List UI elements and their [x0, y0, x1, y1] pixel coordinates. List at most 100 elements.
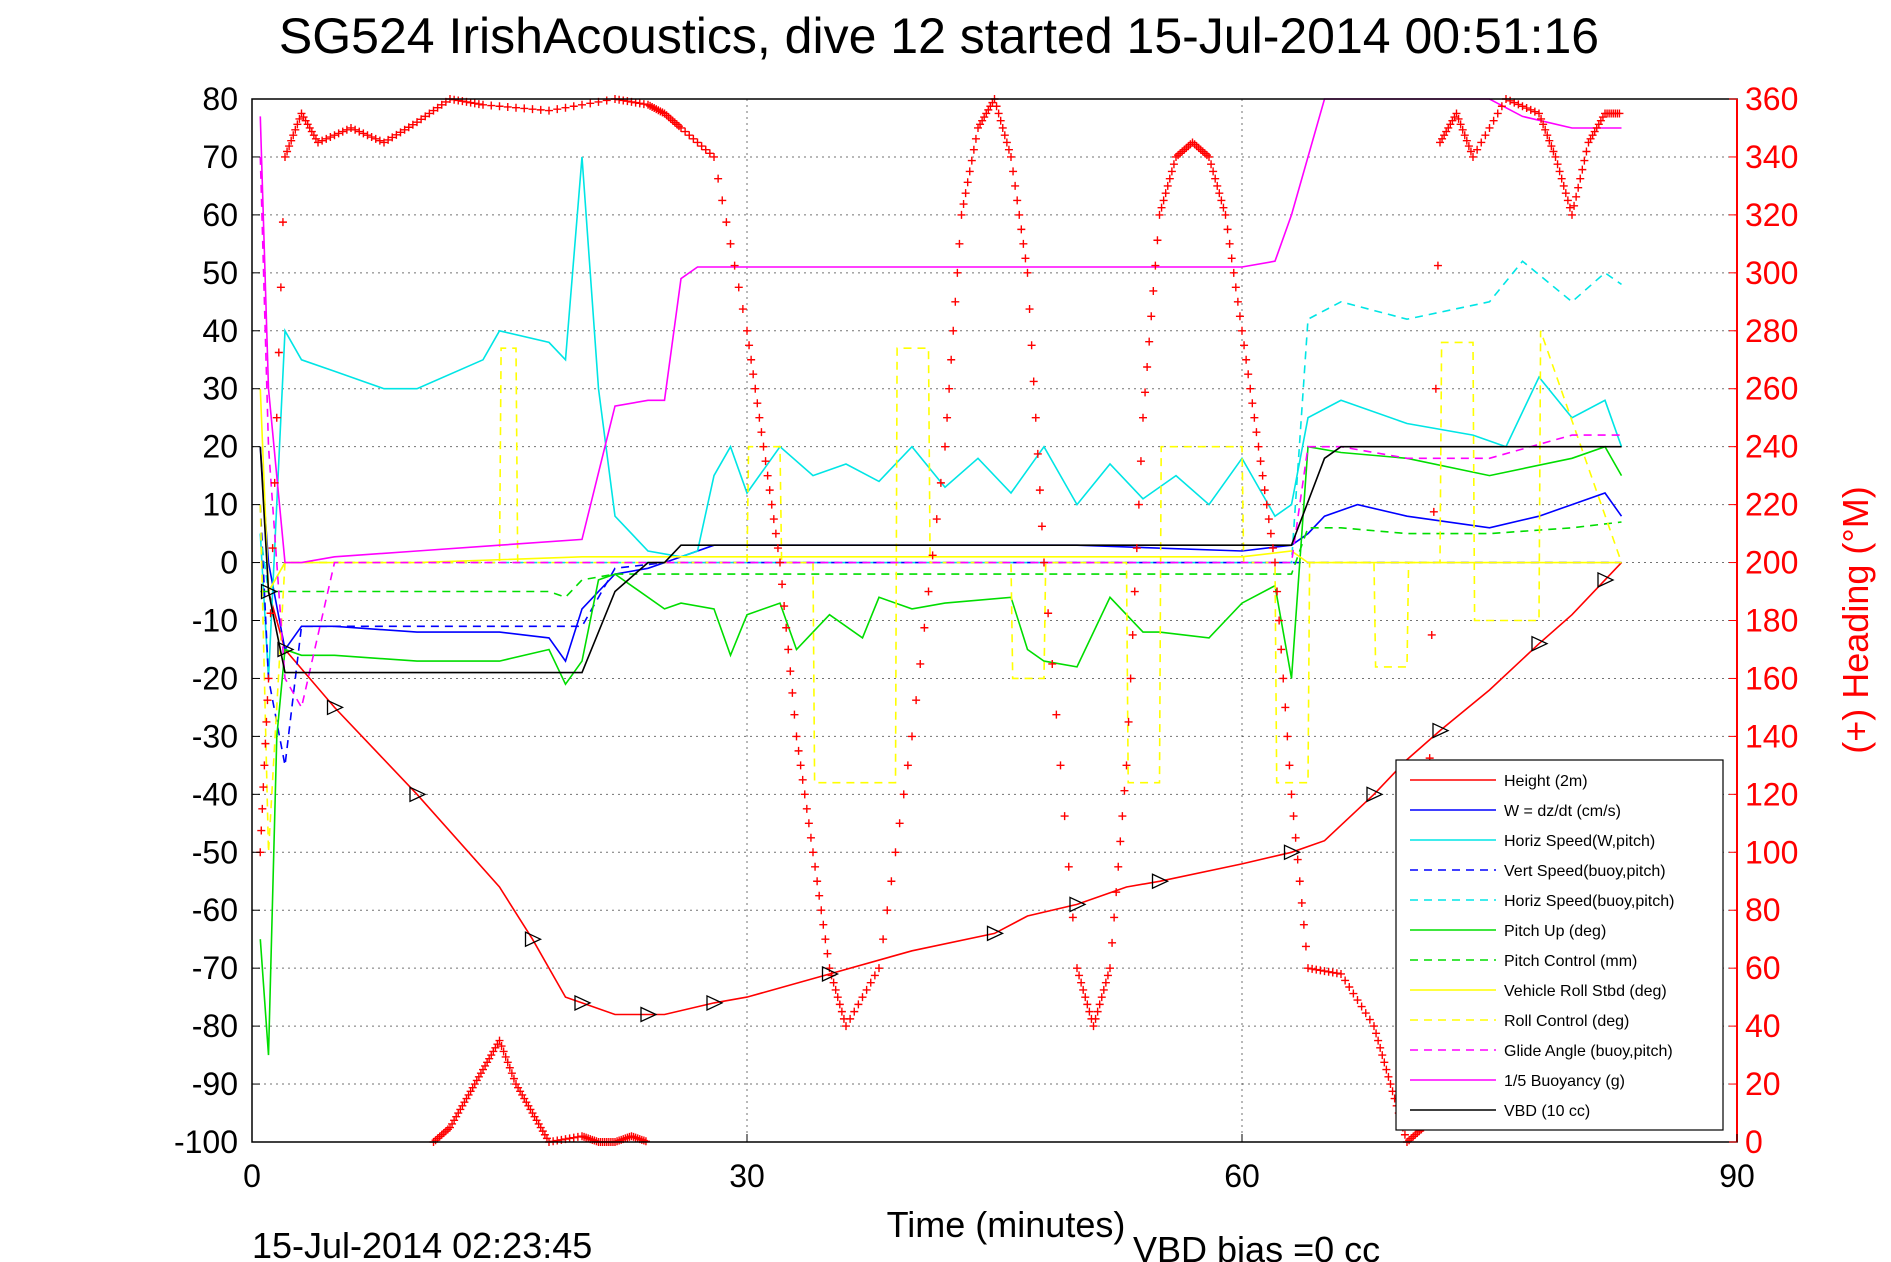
heading-point: [421, 112, 430, 121]
heading-points: [256, 95, 1624, 1146]
heading-point: [330, 131, 339, 140]
heading-point: [448, 1119, 457, 1128]
heading-point: [1291, 833, 1300, 842]
heading-point: [520, 104, 529, 113]
heading-point: [1221, 210, 1230, 219]
heading-point: [705, 149, 714, 158]
heading-point: [1324, 967, 1333, 976]
heading-point: [749, 370, 758, 379]
heading-point: [1011, 181, 1020, 190]
heading-point: [1559, 181, 1568, 190]
heading-point: [782, 623, 791, 632]
heading-point: [1040, 558, 1048, 567]
heading-point: [291, 125, 300, 134]
heading-point: [800, 790, 809, 799]
heading-point: [1178, 147, 1187, 156]
heading-point: [1235, 312, 1244, 321]
heading-point: [677, 123, 685, 132]
heading-point: [1145, 337, 1154, 346]
heading-point: [501, 1052, 510, 1061]
heading-point: [1108, 938, 1117, 947]
heading-point: [1452, 109, 1461, 118]
heading-point: [965, 167, 974, 176]
heading-point: [1124, 717, 1133, 726]
legend-label: Pitch Up (deg): [1504, 923, 1606, 940]
heading-point: [314, 138, 322, 147]
heading-point: [1361, 1009, 1370, 1018]
heading-point: [1213, 181, 1222, 190]
heading-point: [1553, 160, 1562, 169]
heading-point: [1240, 341, 1249, 350]
y-right-tick-label: 340: [1745, 139, 1798, 175]
heading-point: [1155, 210, 1164, 219]
heading-point: [503, 102, 512, 111]
legend-label: Pitch Control (mm): [1504, 953, 1637, 970]
heading-point: [817, 906, 826, 915]
heading-point: [1027, 341, 1036, 350]
heading-point: [1365, 1015, 1374, 1024]
heading-point: [1159, 196, 1168, 205]
height-marker: [986, 925, 1005, 942]
heading-point: [891, 848, 900, 857]
legend-label: Vehicle Roll Stbd (deg): [1504, 983, 1667, 1000]
x-tick-label: 30: [729, 1158, 765, 1194]
heading-point: [1281, 703, 1290, 712]
heading-point: [908, 732, 916, 741]
heading-point: [1557, 174, 1566, 183]
heading-point: [1436, 138, 1444, 147]
heading-point: [1561, 189, 1570, 198]
heading-point: [1409, 1132, 1418, 1141]
heading-point: [433, 1134, 442, 1143]
heading-point: [1316, 966, 1325, 975]
heading-point: [1035, 486, 1044, 495]
y-tick-label: 30: [202, 371, 238, 407]
heading-point: [1271, 558, 1279, 567]
heading-point: [1477, 138, 1486, 147]
heading-point: [895, 819, 904, 828]
heading-point: [1118, 812, 1127, 821]
heading-point: [264, 674, 273, 683]
heading-point: [1442, 127, 1451, 136]
heading-point: [1547, 142, 1556, 151]
heading-point: [1576, 174, 1585, 183]
heading-point: [497, 1042, 506, 1051]
heading-point: [1099, 985, 1108, 994]
heading-point: [1258, 471, 1267, 480]
heading-point: [619, 96, 628, 105]
heading-point: [1029, 377, 1038, 386]
height-markers: [260, 571, 1615, 1023]
y-right-tick-label: 240: [1745, 429, 1798, 465]
heading-point: [1438, 134, 1447, 143]
heading-point: [1469, 152, 1477, 161]
heading-point: [1004, 145, 1013, 154]
heading-point: [912, 696, 921, 705]
heading-point: [532, 1116, 541, 1125]
heading-point: [1598, 113, 1607, 122]
heading-point: [957, 210, 966, 219]
heading-point: [1110, 913, 1119, 922]
legend-box: [1395, 759, 1724, 1131]
heading-point: [561, 103, 570, 112]
heading-point: [1009, 167, 1018, 176]
heading-point: [829, 978, 838, 987]
heading-point: [1215, 189, 1224, 198]
heading-point: [305, 123, 314, 132]
heading-point: [710, 152, 718, 161]
heading-point: [454, 1109, 463, 1118]
heading-point: [798, 775, 807, 784]
heading-point: [384, 135, 393, 144]
heading-point: [1574, 183, 1583, 192]
x-axis-label: Time (minutes): [887, 1204, 1126, 1245]
heading-point: [1169, 160, 1178, 169]
heading-point: [545, 106, 553, 115]
heading-point: [833, 993, 842, 1002]
right-axis-ticks: 3603403203002802602402202001801601401201…: [1729, 81, 1798, 1160]
heading-point: [512, 1080, 520, 1089]
heading-point: [528, 1109, 537, 1118]
heading-point: [1260, 486, 1269, 495]
heading-point: [1180, 145, 1189, 154]
y-right-tick-label: 320: [1745, 197, 1798, 233]
heading-point: [959, 200, 968, 209]
heading-point: [270, 478, 279, 487]
heading-point: [1165, 174, 1174, 183]
